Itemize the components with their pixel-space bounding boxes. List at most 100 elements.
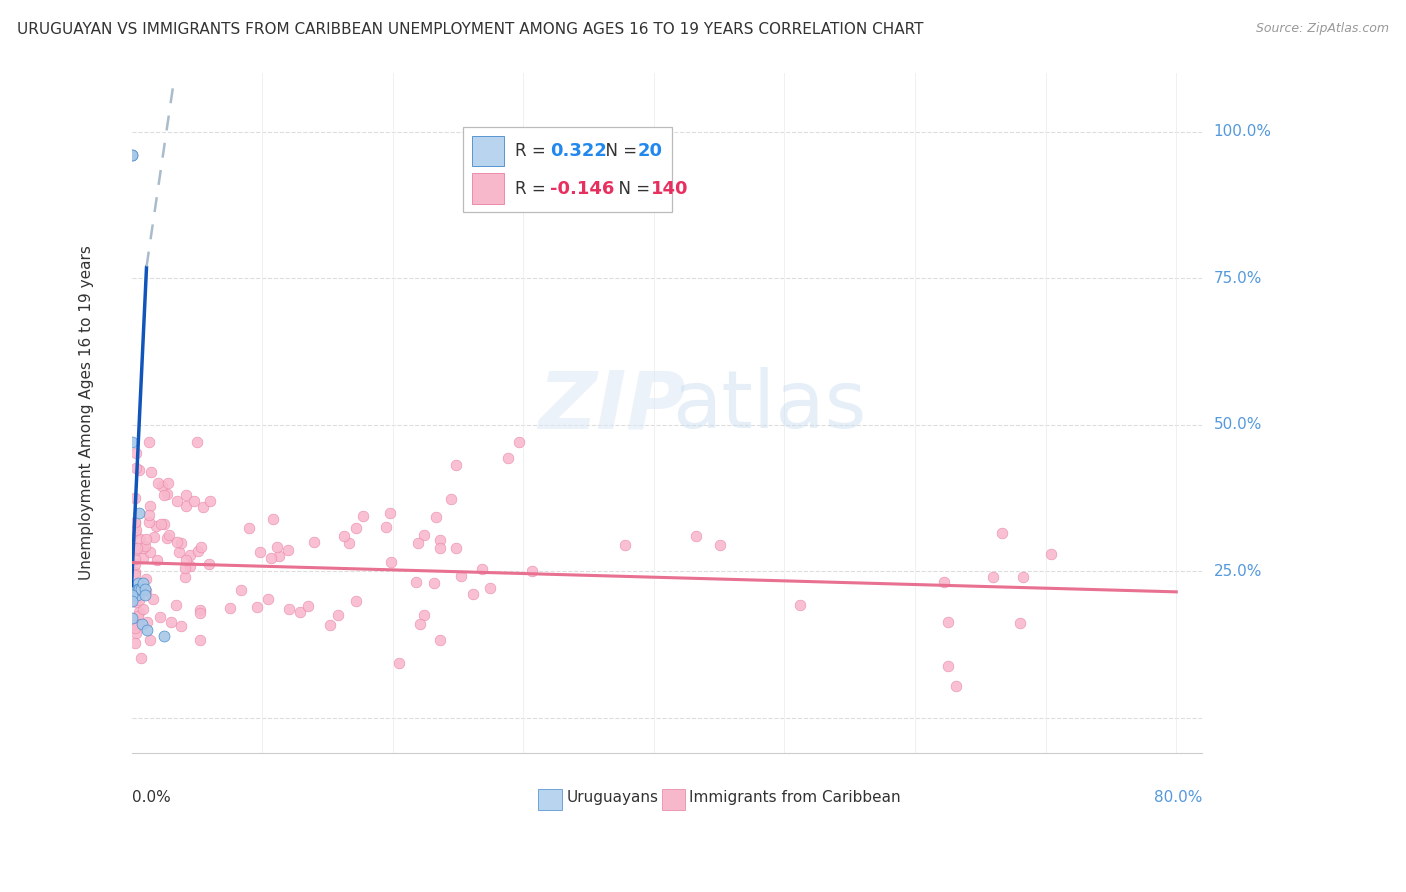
- Point: [145, 518, 167, 533]
- FancyBboxPatch shape: [538, 789, 562, 810]
- Point: [991, 525, 1014, 540]
- Point: [131, 550, 153, 565]
- Point: [122, 582, 145, 596]
- Point: [129, 532, 152, 546]
- Point: [246, 599, 269, 614]
- Point: [440, 491, 463, 506]
- Text: Source: ZipAtlas.com: Source: ZipAtlas.com: [1256, 22, 1389, 36]
- Point: [138, 516, 160, 530]
- Point: [125, 588, 148, 602]
- Point: [685, 529, 707, 543]
- Point: [176, 488, 198, 502]
- Point: [124, 543, 146, 558]
- Point: [413, 607, 436, 622]
- Point: [165, 598, 187, 612]
- FancyBboxPatch shape: [472, 173, 505, 204]
- Point: [405, 574, 427, 589]
- Point: [277, 542, 299, 557]
- Point: [186, 435, 208, 450]
- Point: [136, 623, 159, 637]
- Point: [1011, 569, 1033, 583]
- Point: [124, 590, 146, 604]
- Point: [463, 587, 485, 601]
- Point: [174, 570, 197, 584]
- Point: [337, 536, 360, 550]
- Point: [127, 581, 149, 595]
- Text: Uruguayans: Uruguayans: [567, 789, 658, 805]
- Point: [1008, 615, 1031, 630]
- Point: [155, 486, 177, 500]
- Point: [288, 605, 311, 619]
- Point: [129, 651, 152, 665]
- Point: [262, 512, 284, 526]
- Point: [149, 609, 172, 624]
- Point: [429, 533, 451, 547]
- Text: R =: R =: [515, 142, 551, 161]
- Point: [173, 560, 195, 574]
- Point: [127, 541, 149, 555]
- Text: 50.0%: 50.0%: [1213, 417, 1261, 433]
- Text: Immigrants from Caribbean: Immigrants from Caribbean: [689, 789, 901, 805]
- Point: [143, 530, 166, 544]
- Point: [139, 465, 162, 479]
- Point: [124, 526, 146, 541]
- Point: [188, 632, 211, 647]
- Point: [124, 552, 146, 566]
- Text: Unemployment Among Ages 16 to 19 years: Unemployment Among Ages 16 to 19 years: [79, 245, 94, 581]
- Text: atlas: atlas: [672, 368, 866, 445]
- Point: [297, 599, 319, 613]
- Point: [128, 617, 150, 632]
- Point: [344, 520, 367, 534]
- Point: [128, 605, 150, 619]
- Point: [478, 581, 501, 595]
- Text: 0.0%: 0.0%: [132, 790, 170, 805]
- Point: [135, 533, 157, 547]
- Point: [127, 576, 149, 591]
- Point: [157, 528, 180, 542]
- Point: [1040, 547, 1063, 561]
- Point: [136, 615, 159, 630]
- Point: [380, 506, 402, 520]
- Point: [319, 618, 342, 632]
- Point: [121, 593, 143, 607]
- Text: 0.322: 0.322: [550, 142, 607, 161]
- Point: [471, 562, 494, 576]
- Point: [266, 541, 288, 555]
- Point: [124, 516, 146, 531]
- Point: [132, 601, 155, 615]
- Point: [124, 558, 146, 572]
- Point: [129, 582, 152, 596]
- Point: [709, 538, 731, 552]
- Point: [450, 568, 472, 582]
- Point: [188, 603, 211, 617]
- Point: [142, 591, 165, 606]
- Point: [260, 550, 283, 565]
- Point: [613, 538, 636, 552]
- Point: [231, 582, 253, 597]
- Point: [170, 536, 193, 550]
- Point: [156, 531, 179, 545]
- Point: [508, 435, 530, 450]
- Point: [187, 544, 209, 558]
- Point: [121, 611, 143, 625]
- Point: [423, 575, 446, 590]
- Point: [135, 572, 157, 586]
- Point: [193, 500, 215, 514]
- Point: [124, 617, 146, 632]
- Point: [936, 615, 959, 629]
- Point: [124, 523, 146, 537]
- Point: [344, 594, 367, 608]
- Point: [138, 499, 160, 513]
- Point: [153, 629, 176, 643]
- Point: [167, 545, 190, 559]
- Point: [134, 539, 156, 553]
- Point: [124, 567, 146, 582]
- Point: [166, 494, 188, 508]
- Text: N =: N =: [607, 179, 655, 198]
- Point: [146, 553, 169, 567]
- Point: [425, 510, 447, 524]
- Point: [125, 625, 148, 640]
- Text: 140: 140: [651, 179, 689, 198]
- Point: [124, 582, 146, 596]
- Point: [179, 548, 201, 562]
